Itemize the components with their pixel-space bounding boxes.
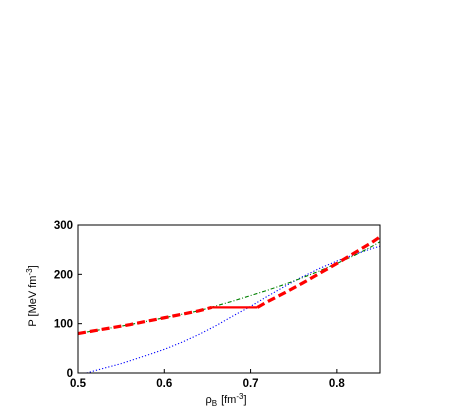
x-axis-label-unit: [fm [221, 394, 236, 406]
y-axis-label-close: ] [27, 265, 39, 268]
y-tick-label: 200 [54, 269, 73, 281]
x-axis-label-exponent: -3 [236, 392, 244, 401]
series-line-5-dashed [256, 235, 381, 309]
plot-frame [77, 224, 381, 374]
tick-labels-layer: 0.5 0.6 0.7 0.8 0 100 200 300 [54, 220, 346, 390]
y-axis-label-text: P [MeV fm [27, 276, 39, 327]
series-line-2-dash-dot [77, 241, 381, 335]
y-tick-label: 300 [54, 220, 73, 232]
series-line-1-dotted [86, 245, 381, 374]
x-axis-label-close: ] [243, 394, 246, 406]
x-tick-label: 0.6 [156, 378, 172, 390]
y-axis-label: P [MeV fm-3] [25, 265, 39, 326]
x-tick-label: 0.5 [70, 378, 87, 390]
y-tick-label: 0 [67, 368, 73, 380]
y-axis-label-exponent: -3 [25, 268, 34, 276]
x-tick-label: 0.8 [329, 378, 346, 390]
x-axis-label-subscript: B [212, 399, 217, 408]
x-tick-label: 0.7 [243, 378, 259, 390]
x-axis-label: ρB [fm-3] [205, 392, 246, 408]
ticks-layer [77, 224, 338, 374]
y-tick-label: 100 [54, 319, 73, 331]
x-axis-label-symbol: ρ [205, 394, 211, 406]
series-layer [77, 235, 381, 374]
